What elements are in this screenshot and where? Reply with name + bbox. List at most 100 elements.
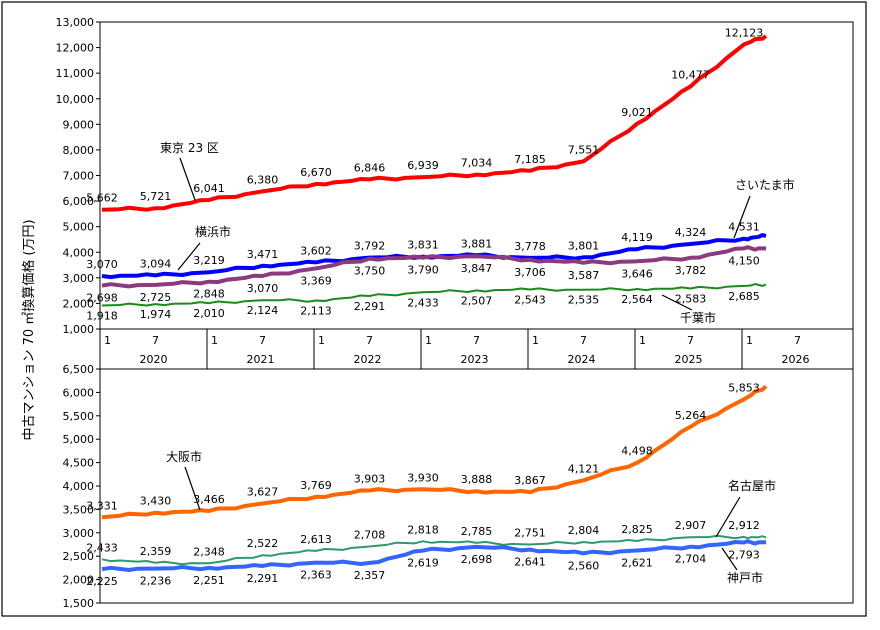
data-label: 4,121 [568, 462, 600, 475]
x-year-label: 2024 [568, 353, 596, 366]
data-label: 2,507 [461, 294, 493, 307]
data-label: 2,698 [86, 292, 118, 305]
data-label: 7,551 [568, 143, 600, 156]
x-month-tick: 7 [687, 334, 694, 347]
x-month-tick: 7 [259, 334, 266, 347]
leader-line [177, 242, 201, 271]
data-label: 3,587 [568, 269, 600, 282]
leader-line [715, 496, 741, 538]
x-year-label: 2021 [247, 353, 275, 366]
data-label: 2,363 [300, 569, 332, 582]
data-label: 2,560 [568, 559, 600, 572]
data-label: 2,348 [193, 545, 225, 558]
data-label: 2,359 [140, 545, 172, 558]
data-label: 2,704 [675, 553, 707, 566]
data-label: 10,477 [671, 69, 710, 82]
x-year-label: 2023 [461, 353, 489, 366]
y-tick-label: 7,000 [63, 170, 95, 183]
data-label: 2,907 [675, 519, 707, 532]
data-label: 3,792 [354, 240, 386, 253]
data-label: 3,769 [300, 479, 332, 492]
data-label: 2,124 [247, 304, 279, 317]
data-label: 12,123 [725, 26, 764, 39]
series-name-label: 名古屋市 [728, 478, 776, 493]
leader-line [184, 466, 201, 511]
series-line [101, 534, 767, 566]
y-tick-label: 6,500 [63, 363, 95, 376]
data-label: 2,543 [514, 294, 546, 307]
data-label: 3,867 [514, 474, 546, 487]
data-label: 2,621 [621, 557, 653, 570]
series-line [101, 34, 768, 212]
data-label: 2,291 [247, 572, 279, 585]
data-label: 6,041 [193, 182, 225, 195]
data-label: 2,113 [300, 305, 332, 318]
x-month-tick: 1 [425, 334, 432, 347]
data-label: 3,466 [193, 493, 225, 506]
x-year-label: 2025 [675, 353, 703, 366]
series-name-label: 神戸市 [727, 570, 763, 585]
y-tick-label: 5,000 [63, 433, 95, 446]
series-line [101, 233, 767, 280]
data-label: 2,641 [514, 556, 546, 569]
y-tick-label: 13,000 [56, 16, 95, 29]
series-line [101, 245, 766, 289]
data-label: 3,831 [407, 239, 439, 252]
y-tick-label: 3,000 [63, 272, 95, 285]
data-label: 3,801 [568, 239, 600, 252]
series-name-label: 横浜市 [195, 224, 231, 239]
y-tick-label: 4,000 [63, 246, 95, 259]
data-label: 6,670 [300, 166, 332, 179]
data-label: 3,219 [193, 254, 225, 267]
data-label: 3,782 [675, 264, 707, 277]
data-label: 2,583 [675, 293, 707, 306]
data-label: 9,021 [621, 106, 653, 119]
y-tick-label: 2,000 [63, 574, 95, 587]
data-label: 3,602 [300, 244, 332, 257]
y-tick-label: 2,500 [63, 550, 95, 563]
data-label: 3,627 [247, 485, 279, 498]
data-label: 6,846 [354, 161, 386, 174]
series-name-label: 東京 23 区 [160, 141, 219, 155]
series-name-label: さいたま市 [735, 177, 795, 192]
series-line [101, 539, 766, 572]
data-label: 2,433 [407, 296, 439, 309]
y-tick-label: 6,000 [63, 195, 95, 208]
leader-line [179, 157, 196, 201]
data-label: 2,912 [728, 519, 760, 532]
series-line [101, 384, 768, 520]
data-label: 1,918 [86, 310, 118, 323]
y-tick-label: 5,500 [63, 410, 95, 423]
data-label: 2,535 [568, 294, 600, 307]
data-label: 2,613 [300, 533, 332, 546]
x-month-tick: 1 [104, 334, 111, 347]
data-label: 3,369 [300, 274, 332, 287]
data-label: 2,698 [461, 553, 493, 566]
data-label: 5,721 [140, 190, 172, 203]
x-axis: 1 7 1 7 1 7 1 7 1 7 1 7 1 7 2020 2021 2022 2023 2024 2025 20… [99, 328, 854, 370]
series-name-label: 千葉市 [680, 310, 716, 325]
x-month-tick: 7 [473, 334, 480, 347]
data-label: 3,930 [407, 471, 439, 484]
data-label: 2,825 [621, 523, 653, 536]
data-label: 2,793 [728, 548, 760, 561]
x-year-label: 2026 [782, 353, 810, 366]
data-label: 3,847 [461, 262, 493, 275]
y-tick-label: 3,000 [63, 527, 95, 540]
data-label: 3,790 [407, 264, 439, 277]
data-label: 2,291 [354, 300, 386, 313]
x-month-tick: 1 [211, 334, 218, 347]
data-label: 2,685 [728, 290, 760, 303]
data-label: 3,430 [140, 495, 172, 508]
data-label: 1,974 [140, 308, 172, 321]
y-tick-label: 11,000 [56, 67, 95, 80]
x-month-tick: 1 [746, 334, 753, 347]
x-month-tick: 7 [580, 334, 587, 347]
y-tick-label: 10,000 [56, 93, 95, 106]
data-label: 2,708 [354, 528, 386, 541]
data-label: 2,357 [354, 569, 386, 582]
data-label: 3,646 [621, 267, 653, 280]
data-label: 3,070 [247, 282, 279, 295]
x-month-tick: 7 [794, 334, 801, 347]
